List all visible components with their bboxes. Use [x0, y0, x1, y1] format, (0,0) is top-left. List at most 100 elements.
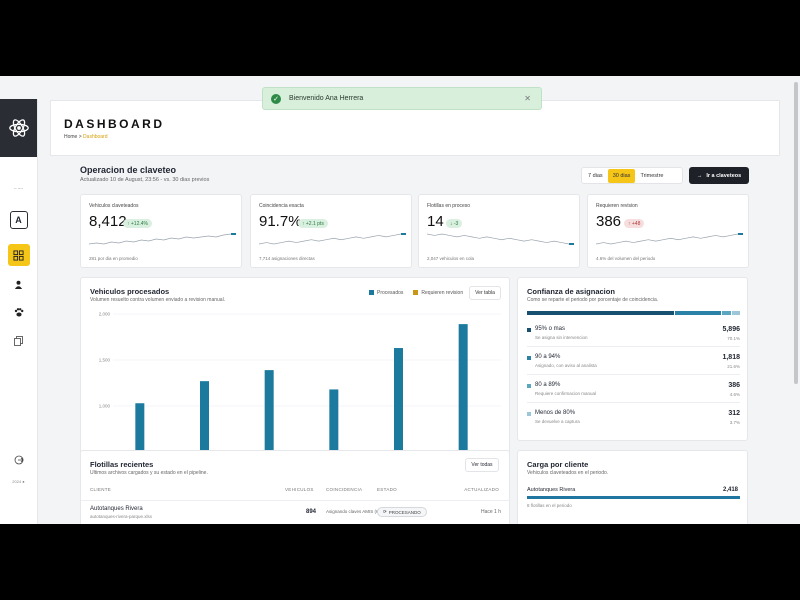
arrow-right-icon: → — [696, 172, 703, 179]
check-circle-icon: ✓ — [271, 93, 281, 104]
confianza-count: 386 — [728, 382, 740, 389]
logout-icon — [14, 455, 24, 465]
avatar[interactable]: A — [0, 211, 37, 229]
kpi-label: Vehiculos claveteados — [89, 203, 139, 209]
confianza-desc: Requiere confirmacion manual — [535, 391, 597, 396]
load-bar — [527, 496, 740, 499]
kpi-card-flotillas: Flotillas en proceso 14 ↓ -3 2,047 vehic… — [418, 194, 580, 268]
kpi-label: Coincidencia exacta — [259, 203, 304, 209]
legend-requieren-revision[interactable]: Requieren revision — [413, 290, 463, 296]
confianza-stacked-bar — [527, 311, 740, 315]
confianza-row: 80 a 89% Requiere confirmacion manual 38… — [527, 382, 740, 404]
status-text: PROCESANDO — [388, 509, 421, 515]
column-header[interactable]: ACTUALIZADO — [464, 487, 499, 492]
confianza-swatch — [527, 356, 531, 360]
bar-procesados[interactable] — [264, 370, 274, 498]
breadcrumb-home[interactable]: Home — [64, 134, 78, 140]
section-title: Operacion de claveteo — [80, 165, 177, 175]
confianza-count: 5,896 — [722, 326, 740, 333]
kpi-delta: +12.4% — [130, 220, 148, 227]
confianza-card: Confianza de asignacion Como se reparte … — [517, 277, 748, 441]
divider — [527, 346, 740, 347]
carga-title: Carga por cliente — [527, 460, 589, 469]
flotillas-subtitle: Ultimos archivos cargados y su estado en… — [90, 470, 208, 476]
confianza-pct: 4.6% — [729, 392, 740, 397]
documents-icon — [14, 336, 23, 346]
kpi-value: 91.7% — [259, 213, 302, 230]
load-note: 8 flotillas en el periodo — [527, 503, 572, 508]
app-logo[interactable] — [0, 99, 37, 157]
confianza-count: 1,818 — [722, 354, 740, 361]
legend-label: Requieren revision — [421, 290, 464, 296]
kpi-delta-badge: ↑ +12.4% — [123, 219, 152, 228]
ver-tabla-button[interactable]: Ver tabla — [469, 286, 501, 300]
sidebar-item-users[interactable] — [0, 280, 37, 289]
sidebar-item-documents[interactable] — [0, 336, 37, 346]
y-tick-label: 2,000 — [99, 312, 111, 317]
close-icon[interactable]: ✕ — [524, 94, 531, 103]
bar-procesados[interactable] — [394, 348, 403, 498]
fleet-file: autotanques-rivera-parque.xlsx — [90, 514, 153, 519]
kpi-card-vehiculos: Vehiculos claveteados 8,412 ↑ +12.4% 281… — [80, 194, 242, 268]
toast-message: Bienvenido Ana Herrera — [289, 95, 364, 102]
y-tick-label: 1,000 — [99, 404, 111, 409]
bar-procesados[interactable] — [200, 381, 209, 498]
sparkline-path — [89, 233, 232, 245]
kpi-value: 8,412 — [89, 213, 127, 230]
period-7-dias[interactable]: 7 dias — [588, 172, 603, 179]
kpi-note: 4.6% del volumen del periodo — [596, 256, 656, 261]
confianza-segment — [675, 311, 721, 315]
confianza-desc: Se asigna sin intervencion — [535, 335, 588, 340]
table-row[interactable]: Autotanques Rivera autotanques-rivera-pa… — [81, 500, 511, 522]
brand-mini-text: -- ---- — [13, 184, 24, 190]
confianza-row: 95% o mas Se asigna sin intervencion 5,8… — [527, 326, 740, 348]
app-window: -- ---- A 2024 ● DASHBOARD Home > Dashbo… — [0, 76, 800, 524]
confianza-count: 312 — [728, 410, 740, 417]
legend-label: Procesados — [377, 290, 404, 296]
fleet-client: Autotanques Rivera — [90, 506, 143, 512]
column-header[interactable]: CLIENTE — [90, 487, 112, 492]
arrow-up-icon: ↑ — [127, 220, 131, 227]
confianza-segment — [721, 311, 732, 315]
goto-claveteos-label: Ir a claveteos — [706, 172, 742, 179]
kpi-value: 386 — [596, 213, 622, 230]
sparkline-endpoint — [738, 233, 743, 235]
scrollbar[interactable] — [794, 82, 798, 384]
confianza-name: 90 a 94% — [535, 354, 561, 360]
confianza-segment — [527, 311, 675, 315]
confianza-desc: Se devuelve a captura — [535, 419, 580, 424]
goto-claveteos-button[interactable]: → Ir a claveteos — [689, 167, 749, 184]
sidebar-item-paw[interactable] — [0, 308, 37, 317]
kpi-sparkline — [89, 233, 236, 245]
avatar-letter: A — [9, 211, 28, 229]
column-header[interactable]: VEHICULOS — [285, 487, 314, 492]
brand-mini: -- ---- — [0, 181, 37, 193]
kpi-note: 2,047 vehiculos en cola — [427, 256, 475, 261]
load-client-name: Autotanques Rivera — [527, 487, 576, 493]
grid-icon — [13, 249, 24, 261]
period-trimestre[interactable]: Trimestre — [640, 172, 664, 179]
column-header[interactable]: ESTADO — [377, 487, 397, 492]
sidebar-item-dashboard[interactable] — [0, 244, 37, 266]
chart-legend: Procesados Requieren revision — [369, 290, 463, 296]
sidebar: -- ---- A 2024 ● — [0, 99, 38, 524]
chart-subtitle: Volumen resuelto contra volumen enviado … — [90, 297, 226, 303]
bar-procesados[interactable] — [329, 389, 339, 498]
arrow-up-icon: ↑ — [302, 220, 306, 227]
confianza-desc: Asignado, con aviso al analista — [535, 363, 597, 368]
confianza-swatch — [527, 328, 531, 332]
bar-procesados[interactable] — [458, 324, 468, 498]
carga-por-cliente-card: Carga por cliente Vehiculos claveteados … — [517, 450, 748, 524]
period-30-dias[interactable]: 30 dias — [607, 168, 636, 183]
legend-procesados[interactable]: Procesados — [369, 290, 403, 296]
kpi-delta: +48 — [631, 220, 641, 227]
kpi-delta: -3 — [453, 220, 459, 227]
column-header[interactable]: COINCIDENCIA — [326, 487, 363, 492]
logout-button[interactable] — [0, 455, 37, 465]
confianza-segment — [732, 311, 740, 315]
confianza-name: 80 a 89% — [535, 382, 561, 388]
flotillas-title: Flotillas recientes — [90, 460, 154, 469]
ver-todas-button[interactable]: Ver todas — [465, 458, 499, 472]
fleet-vehicles: 894 — [305, 509, 316, 515]
kpi-label: Flotillas en proceso — [427, 203, 471, 209]
